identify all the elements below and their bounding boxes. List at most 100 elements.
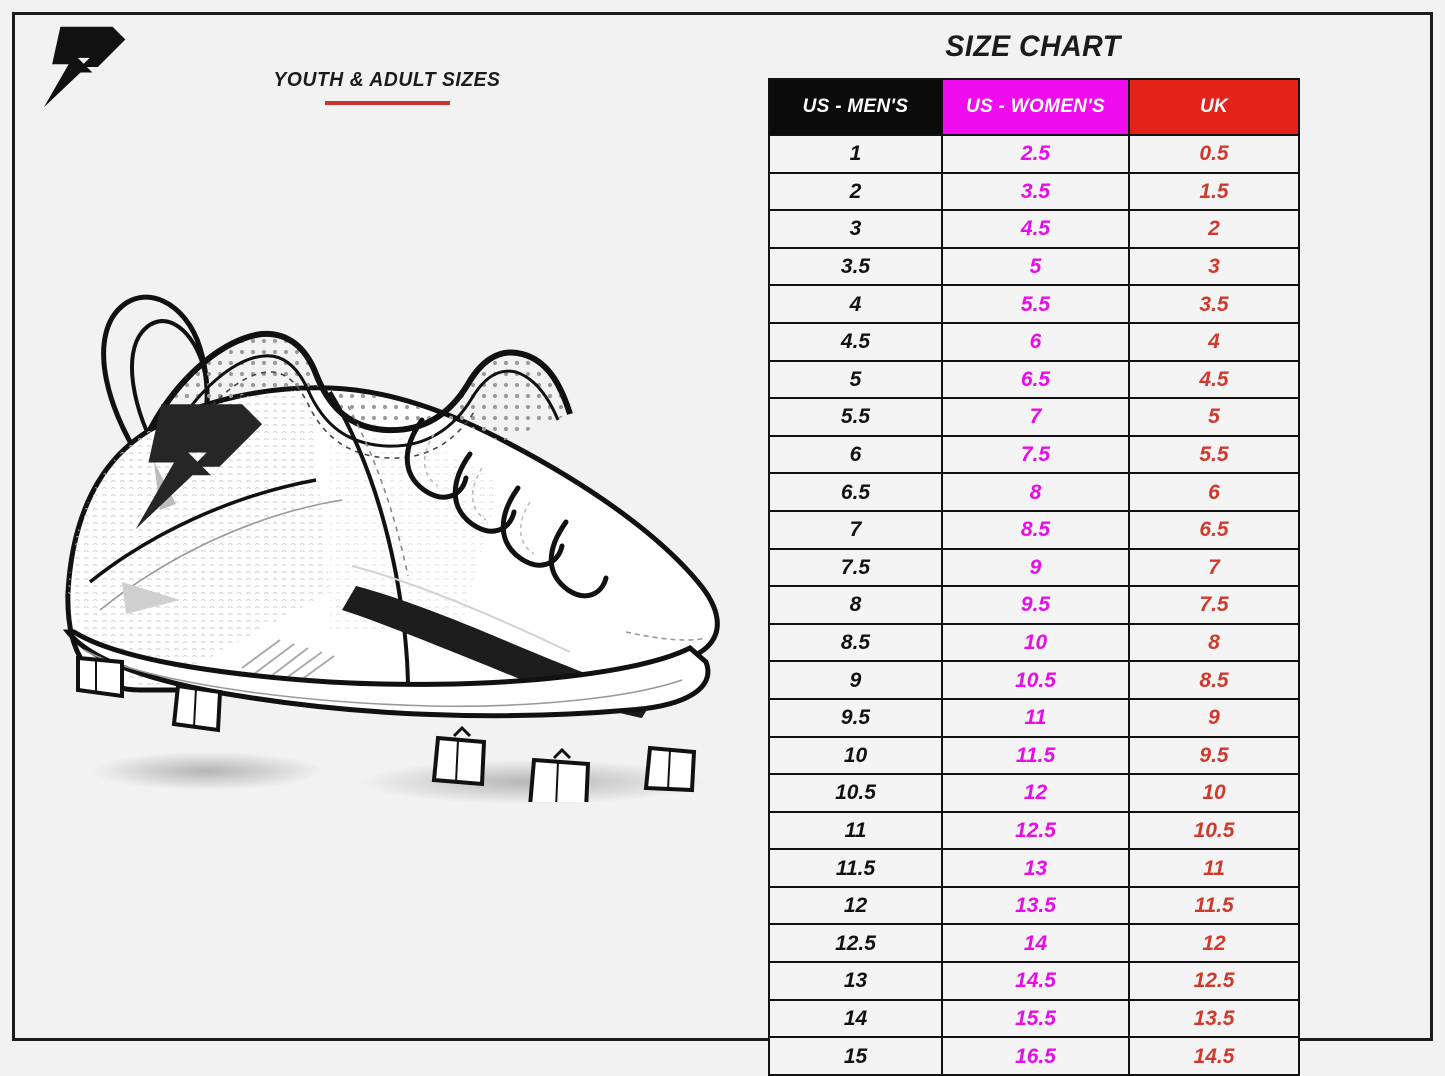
cell-us-womens: 12.5 <box>941 810 1130 851</box>
cell-uk: 9 <box>1128 697 1300 738</box>
cell-uk: 3.5 <box>1128 284 1300 324</box>
left-panel: YOUTH & ADULT SIZES <box>12 12 752 1041</box>
table-row: 4.5 6 4 <box>768 321 1300 362</box>
cell-us-womens: 4.5 <box>941 209 1130 249</box>
cell-us-womens: 6.5 <box>941 359 1130 400</box>
size-table-container: US - MEN'S US - WOMEN'S UK 1 2.5 0.5 2 3.5 1.… <box>768 78 1300 1076</box>
football-cleat-illustration <box>30 162 750 813</box>
cell-us-mens: 3.5 <box>768 246 943 287</box>
cell-us-womens: 15.5 <box>941 998 1130 1039</box>
column-header-us-mens: US - MEN'S <box>768 78 943 136</box>
cell-uk: 0.5 <box>1128 134 1300 174</box>
table-row: 13 14.5 12.5 <box>768 961 1300 1001</box>
cell-us-womens: 2.5 <box>941 134 1130 174</box>
table-row: 5 6.5 4.5 <box>768 359 1300 400</box>
cell-us-womens: 6 <box>941 321 1130 362</box>
table-row: 7 8.5 6.5 <box>768 509 1300 550</box>
table-row: 10.5 12 10 <box>768 773 1300 813</box>
cell-uk: 9.5 <box>1128 735 1300 776</box>
cell-uk: 3 <box>1128 246 1300 287</box>
table-row: 3 4.5 2 <box>768 209 1300 249</box>
cell-us-mens: 5.5 <box>768 397 943 437</box>
table-row: 6 7.5 5.5 <box>768 434 1300 475</box>
heading-underline-rule <box>324 101 450 105</box>
cell-us-womens: 10.5 <box>941 660 1130 700</box>
cell-uk: 8.5 <box>1128 660 1300 700</box>
youth-adult-heading: YOUTH & ADULT SIZES <box>273 68 501 91</box>
cell-us-mens: 8.5 <box>768 622 943 663</box>
cell-us-mens: 14 <box>768 998 943 1039</box>
cell-us-mens: 9.5 <box>768 697 943 738</box>
cell-us-womens: 11.5 <box>941 735 1130 776</box>
cell-us-womens: 14.5 <box>941 961 1130 1001</box>
table-row: 10 11.5 9.5 <box>768 735 1300 776</box>
cell-us-mens: 2 <box>768 171 943 212</box>
cell-us-womens: 9.5 <box>941 585 1130 625</box>
table-row: 4 5.5 3.5 <box>768 284 1300 324</box>
cell-us-womens: 8.5 <box>941 509 1130 550</box>
cell-uk: 6.5 <box>1128 509 1300 550</box>
cell-us-mens: 5 <box>768 359 943 400</box>
cell-uk: 10 <box>1128 773 1300 813</box>
heel-ground-shadow <box>92 752 322 790</box>
cell-us-mens: 3 <box>768 209 943 249</box>
cell-us-womens: 3.5 <box>941 171 1130 212</box>
cell-us-womens: 5 <box>941 246 1130 287</box>
cell-uk: 2 <box>1128 209 1300 249</box>
cell-us-mens: 8 <box>768 585 943 625</box>
table-row: 5.5 7 5 <box>768 397 1300 437</box>
cell-uk: 14.5 <box>1128 1036 1300 1076</box>
cell-us-womens: 11 <box>941 697 1130 738</box>
cell-us-mens: 12.5 <box>768 923 943 964</box>
table-row: 6.5 8 6 <box>768 472 1300 512</box>
table-row: 14 15.5 13.5 <box>768 998 1300 1039</box>
cell-uk: 11 <box>1128 848 1300 888</box>
size-table-head: US - MEN'S US - WOMEN'S UK <box>768 78 1300 136</box>
brand-p-bolt-logo <box>40 24 132 110</box>
cell-uk: 5.5 <box>1128 434 1300 475</box>
cell-us-mens: 4 <box>768 284 943 324</box>
cell-uk: 4.5 <box>1128 359 1300 400</box>
cell-us-womens: 5.5 <box>941 284 1130 324</box>
cell-uk: 11.5 <box>1128 885 1300 926</box>
cell-us-womens: 16.5 <box>941 1036 1130 1076</box>
cell-us-mens: 11.5 <box>768 848 943 888</box>
table-row: 15 16.5 14.5 <box>768 1036 1300 1076</box>
cell-uk: 6 <box>1128 472 1300 512</box>
cell-us-womens: 13 <box>941 848 1130 888</box>
table-row: 3.5 5 3 <box>768 246 1300 287</box>
cell-us-mens: 10 <box>768 735 943 776</box>
cell-us-mens: 4.5 <box>768 321 943 362</box>
table-row: 9 10.5 8.5 <box>768 660 1300 700</box>
size-table-body: 1 2.5 0.5 2 3.5 1.5 3 4.5 2 3.5 5 3 4 5.5 3.5 4.5 6 4 5 6.5… <box>768 134 1300 1076</box>
cell-us-mens: 7 <box>768 509 943 550</box>
cell-us-womens: 12 <box>941 773 1130 813</box>
size-chart-page: YOUTH & ADULT SIZES <box>12 12 1433 1076</box>
cell-uk: 12 <box>1128 923 1300 964</box>
cell-us-mens: 1 <box>768 134 943 174</box>
cell-uk: 12.5 <box>1128 961 1300 1001</box>
cell-us-mens: 13 <box>768 961 943 1001</box>
column-header-uk: UK <box>1128 78 1300 136</box>
cell-us-mens: 7.5 <box>768 547 943 588</box>
size-table: US - MEN'S US - WOMEN'S UK 1 2.5 0.5 2 3.5 1.… <box>768 78 1300 1076</box>
table-header-row: US - MEN'S US - WOMEN'S UK <box>768 78 1300 136</box>
cell-us-womens: 14 <box>941 923 1130 964</box>
cell-uk: 8 <box>1128 622 1300 663</box>
cell-us-mens: 12 <box>768 885 943 926</box>
cell-us-womens: 9 <box>941 547 1130 588</box>
cell-us-womens: 8 <box>941 472 1130 512</box>
table-row: 7.5 9 7 <box>768 547 1300 588</box>
cell-uk: 7.5 <box>1128 585 1300 625</box>
table-row: 11 12.5 10.5 <box>768 810 1300 851</box>
size-chart-title: SIZE CHART <box>945 30 1121 63</box>
cell-us-mens: 15 <box>768 1036 943 1076</box>
cell-uk: 4 <box>1128 321 1300 362</box>
table-row: 8 9.5 7.5 <box>768 585 1300 625</box>
column-header-us-womens: US - WOMEN'S <box>941 78 1130 136</box>
cell-us-womens: 13.5 <box>941 885 1130 926</box>
cell-us-womens: 10 <box>941 622 1130 663</box>
cell-us-mens: 11 <box>768 810 943 851</box>
cell-us-mens: 9 <box>768 660 943 700</box>
cell-uk: 10.5 <box>1128 810 1300 851</box>
